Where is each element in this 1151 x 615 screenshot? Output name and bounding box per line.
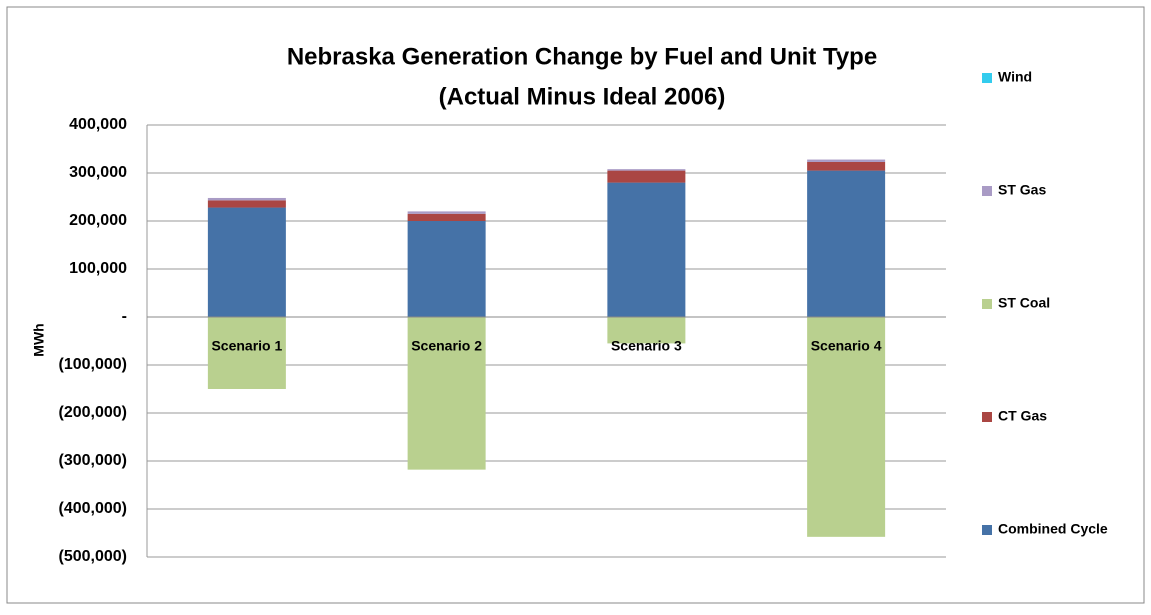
y-tick-label: 300,000 <box>69 164 127 181</box>
legend-swatch <box>982 73 992 83</box>
bar-segment <box>407 221 486 317</box>
bar-segment <box>807 159 886 162</box>
y-tick-label: (200,000) <box>59 404 128 421</box>
chart-title: Nebraska Generation Change by Fuel and U… <box>287 43 877 70</box>
legend-swatch <box>982 299 992 309</box>
bar-segment <box>207 207 286 317</box>
x-tick-label: Scenario 1 <box>211 338 282 354</box>
bar-segment <box>407 317 486 470</box>
y-tick-label: 100,000 <box>69 260 127 277</box>
chart-subtitle: (Actual Minus Ideal 2006) <box>439 83 726 110</box>
bar-segment <box>207 200 286 208</box>
bar-segment <box>607 317 686 344</box>
x-tick-label: Scenario 2 <box>411 338 482 354</box>
x-tick-label: Scenario 3 <box>611 338 682 354</box>
x-tick-label: Scenario 4 <box>811 338 882 354</box>
bar-segment <box>407 213 486 221</box>
y-tick-label: (300,000) <box>59 452 128 469</box>
bar-segment <box>607 182 686 317</box>
legend-label: Combined Cycle <box>998 521 1108 537</box>
legend-swatch <box>982 412 992 422</box>
chart-border <box>6 6 1145 604</box>
bar-segment <box>407 211 486 214</box>
legend-swatch <box>982 186 992 196</box>
legend-label: ST Gas <box>998 182 1046 198</box>
y-tick-label: (400,000) <box>59 500 128 517</box>
y-tick-label: - <box>122 308 127 325</box>
legend-label: ST Coal <box>998 295 1050 311</box>
y-tick-label: 200,000 <box>69 212 127 229</box>
bar-segment <box>807 161 886 171</box>
y-tick-label: (100,000) <box>59 356 128 373</box>
bar-segment <box>807 170 886 317</box>
bar-segment <box>607 169 686 171</box>
y-axis-title: MWh <box>31 323 47 356</box>
legend-label: CT Gas <box>998 408 1047 424</box>
bar-segment <box>207 317 286 389</box>
legend-swatch <box>982 525 992 535</box>
y-tick-label: (500,000) <box>59 548 128 565</box>
bar-segment <box>807 317 886 537</box>
bar-segment <box>607 170 686 183</box>
legend-label: Wind <box>998 69 1032 85</box>
y-tick-label: 400,000 <box>69 116 127 133</box>
bar-segment <box>207 197 286 201</box>
